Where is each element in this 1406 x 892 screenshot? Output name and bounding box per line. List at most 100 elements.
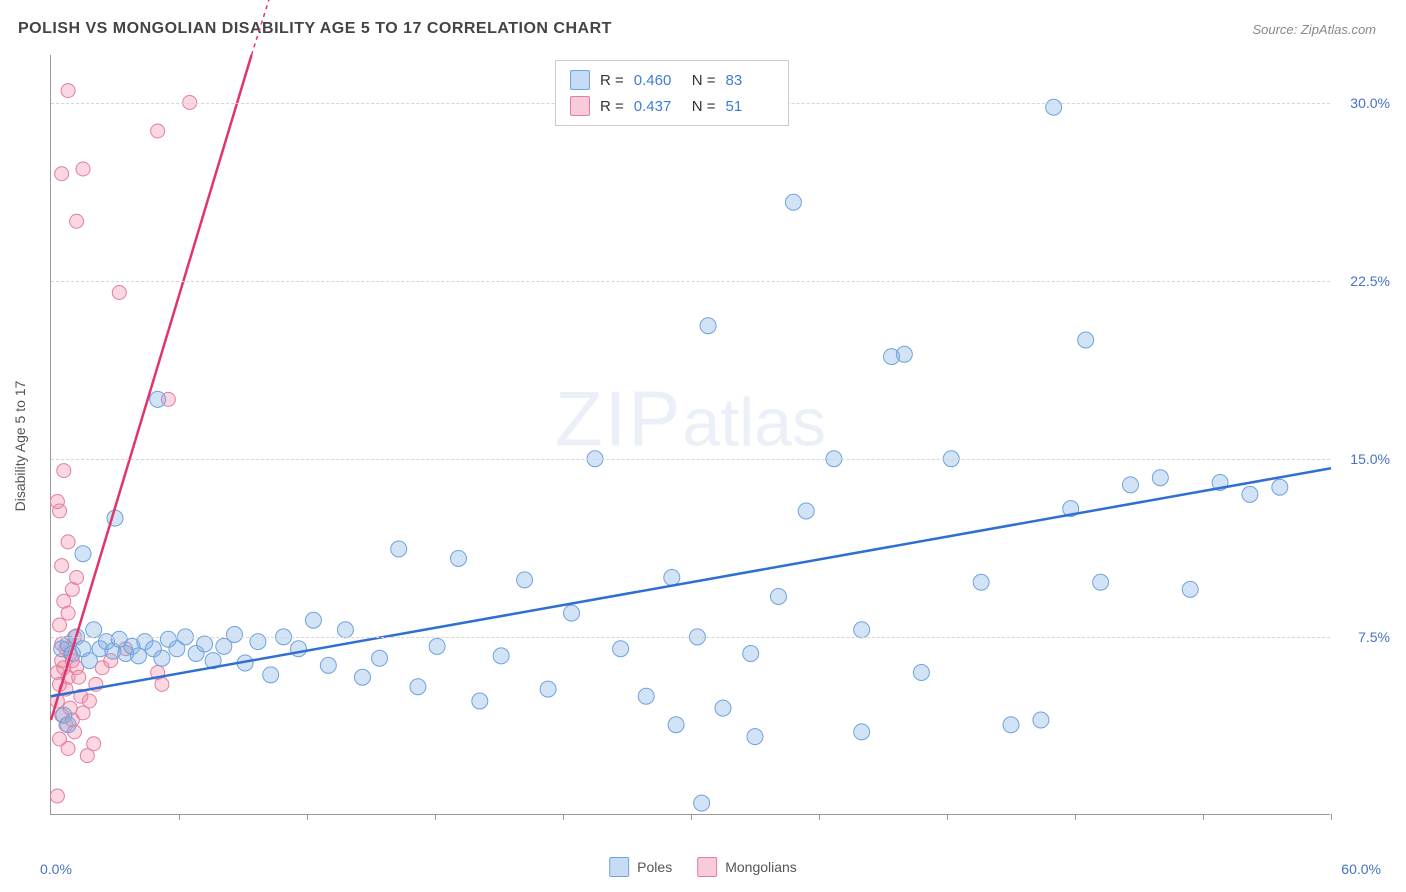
x-max-label: 60.0% bbox=[1341, 861, 1381, 877]
data-point bbox=[913, 665, 929, 681]
data-point bbox=[72, 670, 86, 684]
data-point bbox=[517, 572, 533, 588]
y-tick-label: 7.5% bbox=[1335, 629, 1390, 645]
swatch-poles bbox=[570, 70, 590, 90]
data-point bbox=[854, 622, 870, 638]
data-point bbox=[410, 679, 426, 695]
data-point bbox=[1152, 470, 1168, 486]
data-point bbox=[320, 657, 336, 673]
data-point bbox=[60, 717, 76, 733]
y-tick-label: 22.5% bbox=[1335, 273, 1390, 289]
data-point bbox=[263, 667, 279, 683]
x-tick bbox=[1203, 814, 1204, 820]
stats-row-poles: R = 0.460 N = 83 bbox=[570, 67, 774, 93]
data-point bbox=[715, 700, 731, 716]
data-point bbox=[197, 636, 213, 652]
trend-line-poles bbox=[51, 468, 1331, 696]
data-point bbox=[747, 729, 763, 745]
data-point bbox=[450, 551, 466, 567]
bottom-legend: Poles Mongolians bbox=[609, 857, 797, 877]
data-point bbox=[70, 571, 84, 585]
swatch-mongolians bbox=[570, 96, 590, 116]
data-point bbox=[305, 612, 321, 628]
data-point bbox=[1122, 477, 1138, 493]
data-point bbox=[472, 693, 488, 709]
chart-title: POLISH VS MONGOLIAN DISABILITY AGE 5 TO … bbox=[18, 20, 612, 38]
data-point bbox=[57, 464, 71, 478]
data-point bbox=[372, 650, 388, 666]
data-point bbox=[55, 559, 69, 573]
data-point bbox=[1003, 717, 1019, 733]
data-point bbox=[86, 622, 102, 638]
data-point bbox=[82, 694, 96, 708]
legend-label-poles: Poles bbox=[637, 859, 672, 875]
data-point bbox=[973, 574, 989, 590]
x-tick bbox=[307, 814, 308, 820]
data-point bbox=[798, 503, 814, 519]
data-point bbox=[151, 124, 165, 138]
scatter-svg bbox=[51, 55, 1330, 814]
data-point bbox=[668, 717, 684, 733]
source-attribution: Source: ZipAtlas.com bbox=[1252, 22, 1376, 37]
legend-item-poles: Poles bbox=[609, 857, 672, 877]
data-point bbox=[337, 622, 353, 638]
data-point bbox=[61, 535, 75, 549]
data-point bbox=[226, 627, 242, 643]
data-point bbox=[87, 737, 101, 751]
x-tick bbox=[563, 814, 564, 820]
data-point bbox=[76, 162, 90, 176]
x-tick bbox=[1075, 814, 1076, 820]
plot-area: ZIPatlas 7.5%15.0%22.5%30.0% bbox=[50, 55, 1330, 815]
x-tick bbox=[691, 814, 692, 820]
data-point bbox=[694, 795, 710, 811]
data-point bbox=[1242, 486, 1258, 502]
data-point bbox=[155, 677, 169, 691]
data-point bbox=[770, 589, 786, 605]
data-point bbox=[53, 618, 67, 632]
stats-box: R = 0.460 N = 83 R = 0.437 N = 51 bbox=[555, 60, 789, 126]
data-point bbox=[75, 546, 91, 562]
data-point bbox=[154, 650, 170, 666]
data-point bbox=[55, 167, 69, 181]
data-point bbox=[112, 286, 126, 300]
y-tick-label: 30.0% bbox=[1335, 95, 1390, 111]
data-point bbox=[70, 214, 84, 228]
x-origin-label: 0.0% bbox=[40, 861, 72, 877]
legend-swatch-poles bbox=[609, 857, 629, 877]
x-tick bbox=[435, 814, 436, 820]
data-point bbox=[354, 669, 370, 685]
data-point bbox=[1093, 574, 1109, 590]
data-point bbox=[1078, 332, 1094, 348]
x-tick bbox=[819, 814, 820, 820]
data-point bbox=[743, 646, 759, 662]
data-point bbox=[130, 648, 146, 664]
data-point bbox=[638, 688, 654, 704]
data-point bbox=[785, 194, 801, 210]
gridline bbox=[51, 459, 1330, 460]
data-point bbox=[1182, 581, 1198, 597]
data-point bbox=[61, 742, 75, 756]
data-point bbox=[896, 346, 912, 362]
data-point bbox=[57, 594, 71, 608]
gridline bbox=[51, 637, 1330, 638]
data-point bbox=[700, 318, 716, 334]
data-point bbox=[429, 638, 445, 654]
gridline bbox=[51, 281, 1330, 282]
data-point bbox=[564, 605, 580, 621]
stats-row-mongolians: R = 0.437 N = 51 bbox=[570, 93, 774, 119]
x-tick bbox=[947, 814, 948, 820]
data-point bbox=[493, 648, 509, 664]
legend-item-mongolians: Mongolians bbox=[697, 857, 797, 877]
x-tick bbox=[179, 814, 180, 820]
data-point bbox=[664, 570, 680, 586]
x-tick bbox=[1331, 814, 1332, 820]
trend-line-mongolians bbox=[51, 55, 252, 720]
data-point bbox=[854, 724, 870, 740]
data-point bbox=[50, 495, 64, 509]
y-axis-label: Disability Age 5 to 17 bbox=[12, 381, 28, 512]
data-point bbox=[540, 681, 556, 697]
legend-label-mongolians: Mongolians bbox=[725, 859, 797, 875]
data-point bbox=[50, 789, 64, 803]
data-point bbox=[1272, 479, 1288, 495]
y-tick-label: 15.0% bbox=[1335, 451, 1390, 467]
